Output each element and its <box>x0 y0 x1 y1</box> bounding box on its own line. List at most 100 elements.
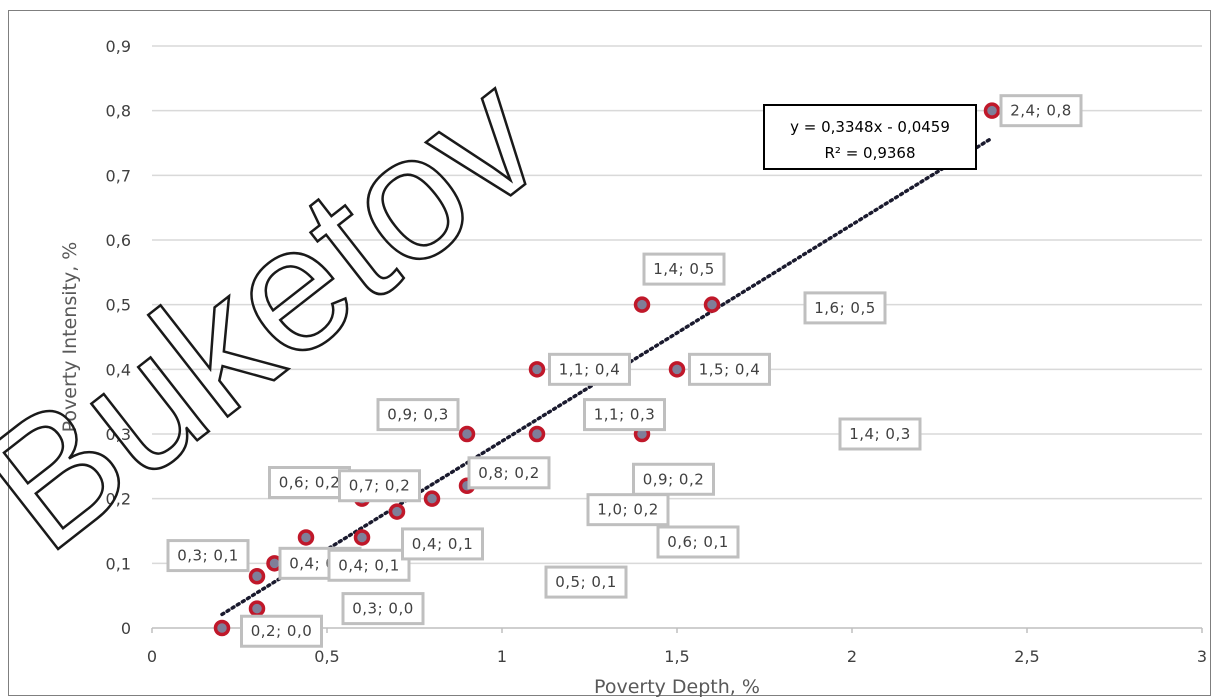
data-label: 0,4; 0,1 <box>327 548 411 582</box>
data-label-text: 1,4; 0,5 <box>653 260 715 278</box>
x-tick-label: 1 <box>497 647 507 666</box>
data-label-text: 0,4; 0,1 <box>338 556 400 574</box>
data-point <box>353 529 371 546</box>
x-tick-label: 0,5 <box>314 647 339 666</box>
y-tick-label: 0,2 <box>106 490 131 509</box>
data-points <box>213 102 1001 637</box>
data-label-text: 0,6; 0,2 <box>279 474 341 492</box>
data-label-text: 0,6; 0,1 <box>667 533 729 551</box>
data-label: 1,4; 0,5 <box>642 252 726 286</box>
y-axis-title: Poverty Intensity, % <box>59 242 81 433</box>
x-tick-label: 2,5 <box>1014 647 1039 666</box>
y-tick-label: 0,1 <box>106 554 131 573</box>
data-label: 0,4; 0,1 <box>401 527 484 561</box>
x-tick-label: 0 <box>147 647 157 666</box>
data-label: 0,5; 0,1 <box>544 565 628 599</box>
y-tick-label: 0,8 <box>106 102 131 121</box>
data-labels: 2,4; 0,8 1,4; 0,5 1,6; 0,5 1,1; 0,4 1,5; 0,4… <box>166 94 1083 648</box>
data-label: 1,6; 0,5 <box>803 291 887 325</box>
data-point <box>423 490 441 507</box>
y-tick-label: 0,7 <box>106 166 131 185</box>
y-tick-label: 0,3 <box>106 425 131 444</box>
data-label-box <box>642 252 726 286</box>
trendline-equation-box: y = 0,3348x - 0,0459 R² = 0,9368 <box>763 104 977 170</box>
data-label-box <box>632 462 715 496</box>
data-label-box <box>583 398 666 432</box>
data-label-text: 0,8; 0,2 <box>478 464 540 482</box>
data-label: 0,7; 0,2 <box>338 469 421 503</box>
y-tick-label: 0 <box>121 619 131 638</box>
data-label: 0,9; 0,3 <box>376 398 460 432</box>
data-point <box>248 568 266 585</box>
trendline-r-squared: R² = 0,9368 <box>824 144 915 162</box>
data-label-box <box>656 525 740 559</box>
x-tick-label: 2 <box>847 647 857 666</box>
data-point <box>248 600 266 617</box>
data-label: 0,9; 0,2 <box>632 462 715 496</box>
data-label-text: 0,3; 0,0 <box>352 600 414 618</box>
data-label-text: 0,9; 0,2 <box>643 470 705 488</box>
data-label: 0,6; 0,1 <box>656 525 740 559</box>
data-label: 1,1; 0,4 <box>548 352 631 386</box>
data-label: 0,3; 0,0 <box>341 592 425 626</box>
data-label-text: 1,0; 0,2 <box>597 501 659 519</box>
data-label-box <box>803 291 887 325</box>
data-label-box <box>548 352 631 386</box>
data-point <box>297 529 315 546</box>
data-point <box>213 619 231 637</box>
data-label: 1,1; 0,3 <box>583 398 666 432</box>
data-point <box>388 503 406 520</box>
data-label-text: 1,1; 0,3 <box>594 406 656 424</box>
data-label-text: 0,9; 0,3 <box>387 406 449 424</box>
x-axis-title: Poverty Depth, % <box>594 676 760 698</box>
data-label-text: 1,4; 0,3 <box>849 425 911 443</box>
data-label-box <box>240 614 323 648</box>
data-label: 2,4; 0,8 <box>999 94 1083 128</box>
x-tick-label: 3 <box>1197 647 1207 666</box>
trendline-equation: y = 0,3348x - 0,0459 <box>790 118 950 136</box>
data-point <box>633 296 651 313</box>
data-label: 1,0; 0,2 <box>586 493 670 527</box>
data-label-box <box>544 565 628 599</box>
data-label-text: 0,7; 0,2 <box>349 477 411 495</box>
data-label-box <box>467 456 551 490</box>
data-point <box>668 361 686 378</box>
data-label-text: 0,3; 0,1 <box>177 547 239 565</box>
data-label: 0,3; 0,1 <box>166 539 250 573</box>
data-label-box <box>401 527 484 561</box>
y-tick-label: 0,6 <box>106 231 131 250</box>
data-point <box>528 425 546 443</box>
y-axis-ticks: 0 0,1 0,2 0,3 0,4 0,5 0,6 0,7 0,8 0,9 <box>106 37 131 638</box>
data-label-box <box>999 94 1083 128</box>
y-tick-label: 0,4 <box>106 360 131 379</box>
data-label: 1,4; 0,3 <box>838 417 922 451</box>
data-point <box>983 102 1001 119</box>
data-label-box <box>838 417 922 451</box>
data-label-text: 0,4; 0,1 <box>412 535 474 553</box>
y-tick-label: 0,9 <box>106 37 131 56</box>
data-label: 1,5; 0,4 <box>688 352 771 386</box>
data-label-box <box>376 398 460 432</box>
x-tick-label: 1,5 <box>664 647 689 666</box>
data-label-text: 1,1; 0,4 <box>559 360 621 378</box>
data-label-box <box>586 493 670 527</box>
data-point <box>528 361 546 378</box>
data-label-box <box>338 469 421 503</box>
data-label-text: 1,6; 0,5 <box>814 299 876 317</box>
data-label-box <box>688 352 771 386</box>
data-label-box <box>341 592 425 626</box>
data-label-box <box>327 548 411 582</box>
data-label-text: 1,5; 0,4 <box>699 360 761 378</box>
data-point <box>458 425 476 443</box>
data-point <box>703 296 721 313</box>
x-axis-ticks: 0 0,5 1 1,5 2 2,5 3 <box>147 628 1207 666</box>
data-label-box <box>166 539 250 573</box>
data-label-text: 0,2; 0,0 <box>251 622 313 640</box>
equation-box-border <box>763 104 977 170</box>
data-label-text: 0,5; 0,1 <box>555 573 617 591</box>
data-label-text: 2,4; 0,8 <box>1010 102 1072 120</box>
data-label: 0,6; 0,2 <box>268 466 351 499</box>
data-label: 0,2; 0,0 <box>240 614 323 648</box>
data-label-box <box>268 466 351 499</box>
